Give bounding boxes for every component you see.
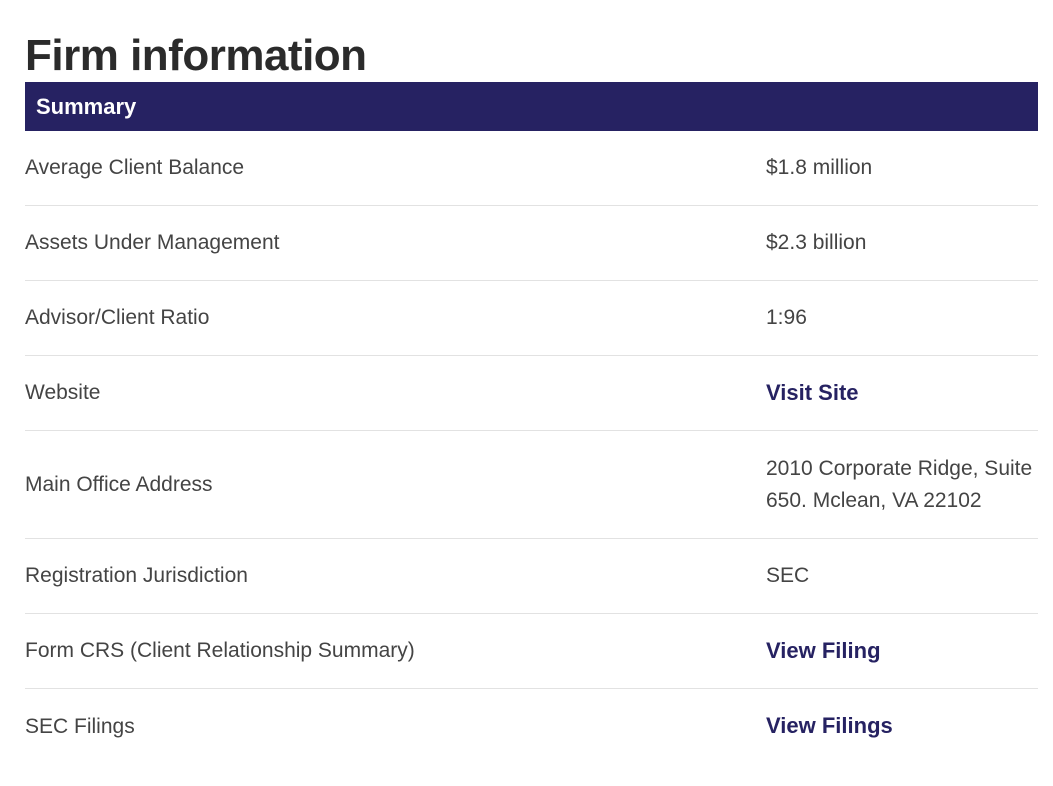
row-value: 2010 Corporate Ridge, Suite 650. Mclean,…: [766, 456, 1033, 512]
row-value: SEC: [766, 564, 810, 587]
row-value: $2.3 billion: [766, 231, 867, 254]
row-label: Main Office Address: [25, 472, 213, 496]
row-value: $1.8 million: [766, 156, 873, 179]
row-value: 1:96: [766, 306, 807, 329]
table-row-registration-jurisdiction: Registration Jurisdiction SEC: [25, 539, 1038, 614]
row-label: SEC Filings: [25, 714, 135, 738]
row-label: Advisor/Client Ratio: [25, 306, 210, 329]
page-title: Firm information: [25, 31, 367, 80]
row-label: Average Client Balance: [25, 156, 245, 179]
row-value-cell: View Filings: [766, 710, 1038, 743]
row-value-cell: Visit Site: [766, 377, 1038, 410]
table-row-advisor-client-ratio: Advisor/Client Ratio 1:96: [25, 281, 1038, 356]
row-value-cell: View Filing: [766, 635, 1038, 668]
table-row-main-office-address: Main Office Address 2010 Corporate Ridge…: [25, 431, 1038, 539]
summary-header: Summary: [25, 82, 1038, 131]
table-row-average-client-balance: Average Client Balance $1.8 million: [25, 131, 1038, 206]
visit-site-link[interactable]: Visit Site: [766, 379, 859, 405]
row-label: Form CRS (Client Relationship Summary): [25, 639, 415, 662]
table-row-sec-filings: SEC Filings View Filings: [25, 689, 1038, 764]
view-filings-link[interactable]: View Filings: [766, 713, 893, 738]
summary-table: Summary Average Client Balance $1.8 mill…: [25, 82, 1038, 764]
table-row-form-crs: Form CRS (Client Relationship Summary) V…: [25, 614, 1038, 689]
row-label: Registration Jurisdiction: [25, 564, 248, 587]
table-row-assets-under-management: Assets Under Management $2.3 billion: [25, 206, 1038, 281]
row-label: Website: [25, 381, 101, 404]
table-row-website: Website Visit Site: [25, 356, 1038, 431]
row-label: Assets Under Management: [25, 231, 280, 254]
view-filing-link[interactable]: View Filing: [766, 637, 881, 663]
